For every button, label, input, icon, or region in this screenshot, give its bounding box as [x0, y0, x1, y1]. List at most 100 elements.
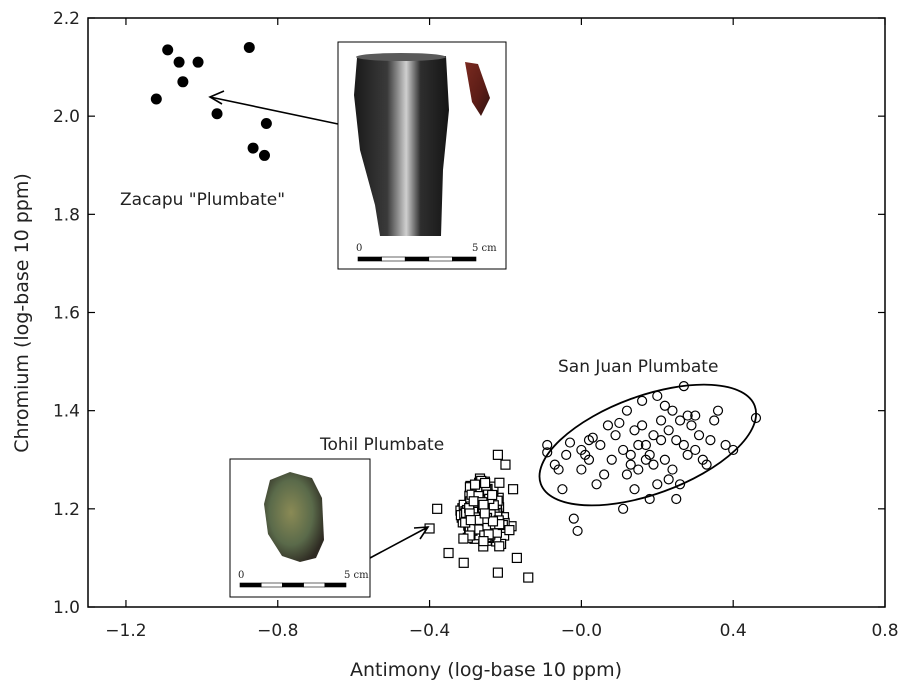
- san-juan-point: [602, 420, 614, 431]
- y-tick-label: 2.2: [53, 9, 80, 29]
- san-juan-point: [629, 484, 640, 495]
- san-juan-point: [674, 415, 686, 426]
- san-juan-point: [648, 430, 659, 441]
- y-tick-label: 1.6: [53, 304, 80, 324]
- zacapu-point: [162, 44, 174, 56]
- tohil-point: [492, 449, 503, 460]
- x-tick-label: −0.8: [257, 621, 298, 641]
- san-juan-point: [629, 425, 640, 436]
- san-juan-point: [599, 469, 610, 480]
- san-juan-point: [557, 484, 568, 495]
- san-juan-point: [587, 432, 598, 443]
- san-juan-label: San Juan Plumbate: [558, 357, 718, 377]
- scale-bar-segment: [428, 256, 453, 262]
- san-juan-point: [621, 405, 633, 416]
- san-juan-point: [572, 525, 583, 537]
- san-juan-point: [655, 415, 667, 426]
- tohil-sherd-inset: 0 5 cm: [229, 458, 371, 598]
- tick-labels: −1.2 −0.8 −0.4 −0.0 0.4 0.8 1.0 1.2 1.4 1.6 1.8 2.0…: [53, 9, 899, 641]
- san-juan-point: [671, 435, 682, 446]
- axis-ticks: [88, 17, 886, 608]
- san-juan-point: [637, 420, 648, 431]
- san-juan-point: [580, 449, 591, 460]
- san-juan-point: [621, 469, 633, 480]
- san-juan-point: [686, 420, 697, 431]
- tohil-point: [458, 533, 469, 544]
- scale-bar-segment: [239, 582, 262, 588]
- scale-bar-segment: [452, 256, 477, 262]
- san-juan-point: [648, 459, 659, 470]
- san-juan-ellipse: [538, 383, 757, 507]
- zacapu-point: [177, 76, 189, 88]
- zacapu-point: [243, 41, 255, 53]
- san-juan-point: [709, 415, 720, 426]
- x-tick-label: 0.4: [720, 621, 747, 641]
- tohil-point: [443, 547, 454, 559]
- san-juan-point: [655, 435, 667, 446]
- san-juan-point: [561, 449, 572, 460]
- san-juan-point: [633, 439, 644, 451]
- confidence-ellipse: [538, 383, 757, 507]
- tohil-point: [494, 541, 505, 552]
- y-tick-label: 1.8: [53, 205, 80, 225]
- zacapu-point: [173, 56, 185, 68]
- zacapu-point: [258, 149, 270, 161]
- tohil-point: [478, 536, 489, 547]
- tohil-point: [458, 557, 469, 568]
- san-juan-point: [690, 410, 701, 421]
- scale-bar-segment: [324, 582, 347, 588]
- zacapu-point: [247, 142, 259, 154]
- san-juan-point: [728, 444, 739, 456]
- san-juan-point: [542, 447, 553, 458]
- tohil-point: [507, 484, 519, 495]
- sherd-photo: [465, 62, 490, 116]
- x-tick-label: −1.2: [105, 621, 146, 641]
- tohil-sherd-photo: [264, 472, 324, 562]
- scale-bar-segment: [303, 582, 326, 588]
- zacapu-point: [211, 108, 223, 120]
- data-points: [150, 41, 762, 583]
- san-juan-point: [542, 439, 553, 451]
- san-juan-point: [576, 464, 587, 475]
- san-juan-point: [682, 410, 693, 421]
- san-juan-point: [712, 405, 724, 416]
- san-juan-point: [705, 435, 716, 446]
- tohil-point: [494, 477, 505, 488]
- san-juan-point: [750, 412, 762, 424]
- tohil-point: [480, 477, 491, 489]
- san-juan-point: [720, 439, 731, 451]
- san-juan-point: [663, 425, 674, 436]
- san-juan-point: [690, 444, 701, 456]
- san-juan-point: [652, 479, 663, 490]
- san-juan-point: [568, 513, 579, 524]
- tohil-point: [511, 552, 522, 564]
- vessel-photo: [354, 56, 449, 236]
- san-juan-point: [659, 454, 670, 465]
- scale-bar-segment: [357, 256, 382, 262]
- san-juan-point: [667, 405, 678, 416]
- tohil-arrow: [369, 526, 430, 559]
- scale-start-label: 0: [238, 570, 244, 581]
- tohil-point: [465, 515, 476, 526]
- san-juan-point: [553, 464, 564, 475]
- san-juan-point: [693, 430, 705, 441]
- y-tick-label: 1.4: [53, 402, 80, 422]
- zacapu-arrow: [208, 90, 339, 125]
- tohil-point: [492, 567, 503, 578]
- san-juan-point: [625, 449, 636, 460]
- san-juan-point: [618, 444, 629, 456]
- san-juan-point: [614, 417, 625, 429]
- san-juan-point: [674, 479, 686, 490]
- tohil-point: [479, 508, 490, 519]
- tohil-point: [483, 529, 494, 540]
- y-tick-label: 2.0: [53, 107, 80, 127]
- y-axis-label: Chromium (log-base 10 ppm): [11, 173, 33, 453]
- san-juan-point: [564, 437, 576, 448]
- tohil-point: [504, 525, 515, 536]
- scale-bar-segment: [282, 582, 304, 588]
- x-tick-label: −0.0: [561, 621, 602, 641]
- san-juan-point: [640, 439, 652, 451]
- tohil-point: [500, 459, 511, 470]
- scale-end-label: 5 cm: [344, 570, 369, 581]
